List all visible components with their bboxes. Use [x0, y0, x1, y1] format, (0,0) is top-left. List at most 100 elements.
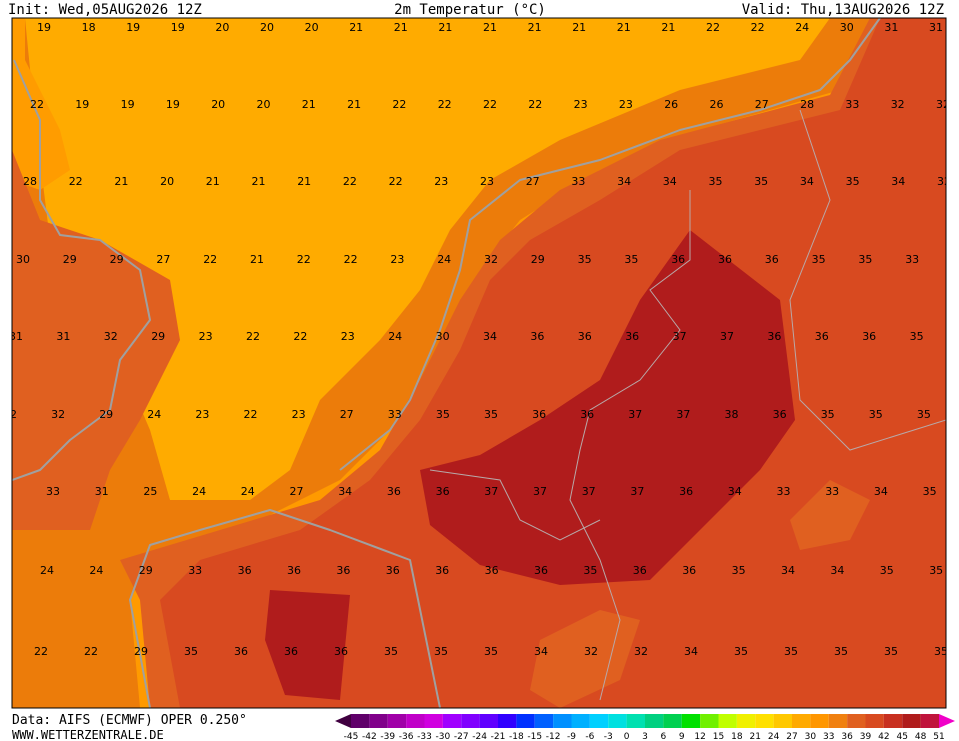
legend-swatch [828, 714, 848, 728]
coastline [12, 59, 151, 481]
legend-tick-label: 18 [731, 732, 743, 741]
legend-swatch [534, 714, 554, 728]
temperature-label: 19 [75, 98, 89, 111]
temperature-label: 34 [874, 485, 888, 498]
temperature-label: 35 [709, 175, 723, 188]
temperature-label: 36 [386, 564, 400, 577]
temperature-label: 37 [630, 485, 644, 498]
temperature-label: 34 [617, 175, 631, 188]
temperature-label: 35 [812, 253, 826, 266]
temperature-label: 23 [390, 253, 404, 266]
temperature-label: 32 [936, 98, 950, 111]
legend-swatch [718, 714, 737, 728]
temperature-label: 21 [394, 21, 408, 34]
temperature-label: 36 [671, 253, 685, 266]
temperature-label: 31 [884, 21, 898, 34]
legend-swatch [589, 714, 609, 728]
map-frame [11, 17, 947, 709]
temperature-label: 35 [184, 645, 198, 658]
temperature-label: 21 [252, 175, 266, 188]
temperature-label: 34 [781, 564, 795, 577]
valid-time: Valid: Thu,13AUG2026 12Z [742, 2, 944, 18]
temperature-label: 36 [773, 408, 787, 421]
temperature-label: 23 [434, 175, 448, 188]
temperature-label: 23 [574, 98, 588, 111]
temperature-label: 34 [728, 485, 742, 498]
zone-30-33 [530, 610, 640, 708]
temperature-label: 27 [526, 175, 540, 188]
temperature-label: 36 [336, 564, 350, 577]
legend-tick-label: 15 [713, 732, 724, 741]
legend-tick-label: -15 [527, 732, 542, 741]
temperature-label: 21 [572, 21, 586, 34]
legend-swatch [406, 714, 425, 728]
legend-swatch [681, 714, 701, 728]
temperature-label: 34 [663, 175, 677, 188]
temperature-label: 21 [114, 175, 128, 188]
legend-tick-label: 36 [841, 732, 853, 741]
temperature-label: 36 [815, 330, 829, 343]
zone-18-21 [25, 18, 830, 500]
temperature-label: 23 [341, 330, 355, 343]
temperature-label: 35 [834, 645, 848, 658]
temperature-label: 37 [628, 408, 642, 421]
temperature-label: 22 [344, 253, 358, 266]
temperature-label: 35 [917, 408, 931, 421]
temperature-label: 32 [937, 175, 951, 188]
temperature-label: 36 [767, 330, 781, 343]
temperature-label: 38 [725, 408, 739, 421]
temperature-label: 21 [302, 98, 316, 111]
temperature-label: 22 [30, 98, 44, 111]
temperature-label: 37 [673, 330, 687, 343]
temperature-label: 36 [530, 330, 544, 343]
legend-tick-label: 3 [642, 732, 648, 741]
temperature-label: 22 [203, 253, 217, 266]
temperature-label: 22 [392, 98, 406, 111]
temperature-label: 32 [634, 645, 648, 658]
temperature-label: 21 [483, 21, 497, 34]
legend-tick-label: -33 [417, 732, 432, 741]
temperature-label: 36 [435, 564, 449, 577]
temperature-label: 36 [287, 564, 301, 577]
temperature-label: 21 [617, 21, 631, 34]
temperature-label: 35 [821, 408, 835, 421]
temperature-label: 36 [862, 330, 876, 343]
temperature-label: 21 [206, 175, 220, 188]
zone-21-24 [12, 18, 70, 190]
zone-33-36 [160, 18, 946, 708]
color-legend: -45 -42 -39 -36 -33 -30 -27 -24 -21 -18 -15 -12 -9 -6… [335, 714, 955, 741]
legend-swatch [810, 714, 829, 728]
temperature-label: 36 [238, 564, 252, 577]
temperature-label: 22 [706, 21, 720, 34]
temperature-label: 34 [891, 175, 905, 188]
temperature-label: 35 [436, 408, 450, 421]
temperature-label: 22 [297, 253, 311, 266]
temperature-label: 36 [679, 485, 693, 498]
legend-tick-label: -3 [604, 732, 613, 741]
temperature-label: 22 [84, 645, 98, 658]
legend-tick-label: 42 [878, 732, 889, 741]
legend-swatch [351, 714, 370, 728]
temperature-label: 30 [16, 253, 30, 266]
temperature-label: 24 [147, 408, 161, 421]
temperature-label: 36 [682, 564, 696, 577]
temperature-label: 24 [795, 21, 809, 34]
legend-tick-label: 27 [786, 732, 797, 741]
temperature-label: 26 [710, 98, 724, 111]
temperature-label: 33 [188, 564, 202, 577]
legend-tick-label: 9 [679, 732, 685, 741]
coastline [129, 509, 441, 708]
temperature-labels: 19 18 19 19 20 20 20 21 21 21 21 21 21 21 21 22 22 24 30 31… [12, 21, 951, 658]
temperature-label: 34 [684, 645, 698, 658]
temperature-label: 20 [211, 98, 225, 111]
temperature-label: 21 [661, 21, 675, 34]
temperature-label: 29 [531, 253, 545, 266]
legend-swatch [847, 714, 866, 728]
legend-swatch [792, 714, 811, 728]
legend-swatch [424, 714, 443, 728]
temperature-label: 35 [484, 645, 498, 658]
border [569, 190, 691, 701]
legend-tick-label: -39 [380, 732, 395, 741]
temperature-label: 24 [192, 485, 206, 498]
